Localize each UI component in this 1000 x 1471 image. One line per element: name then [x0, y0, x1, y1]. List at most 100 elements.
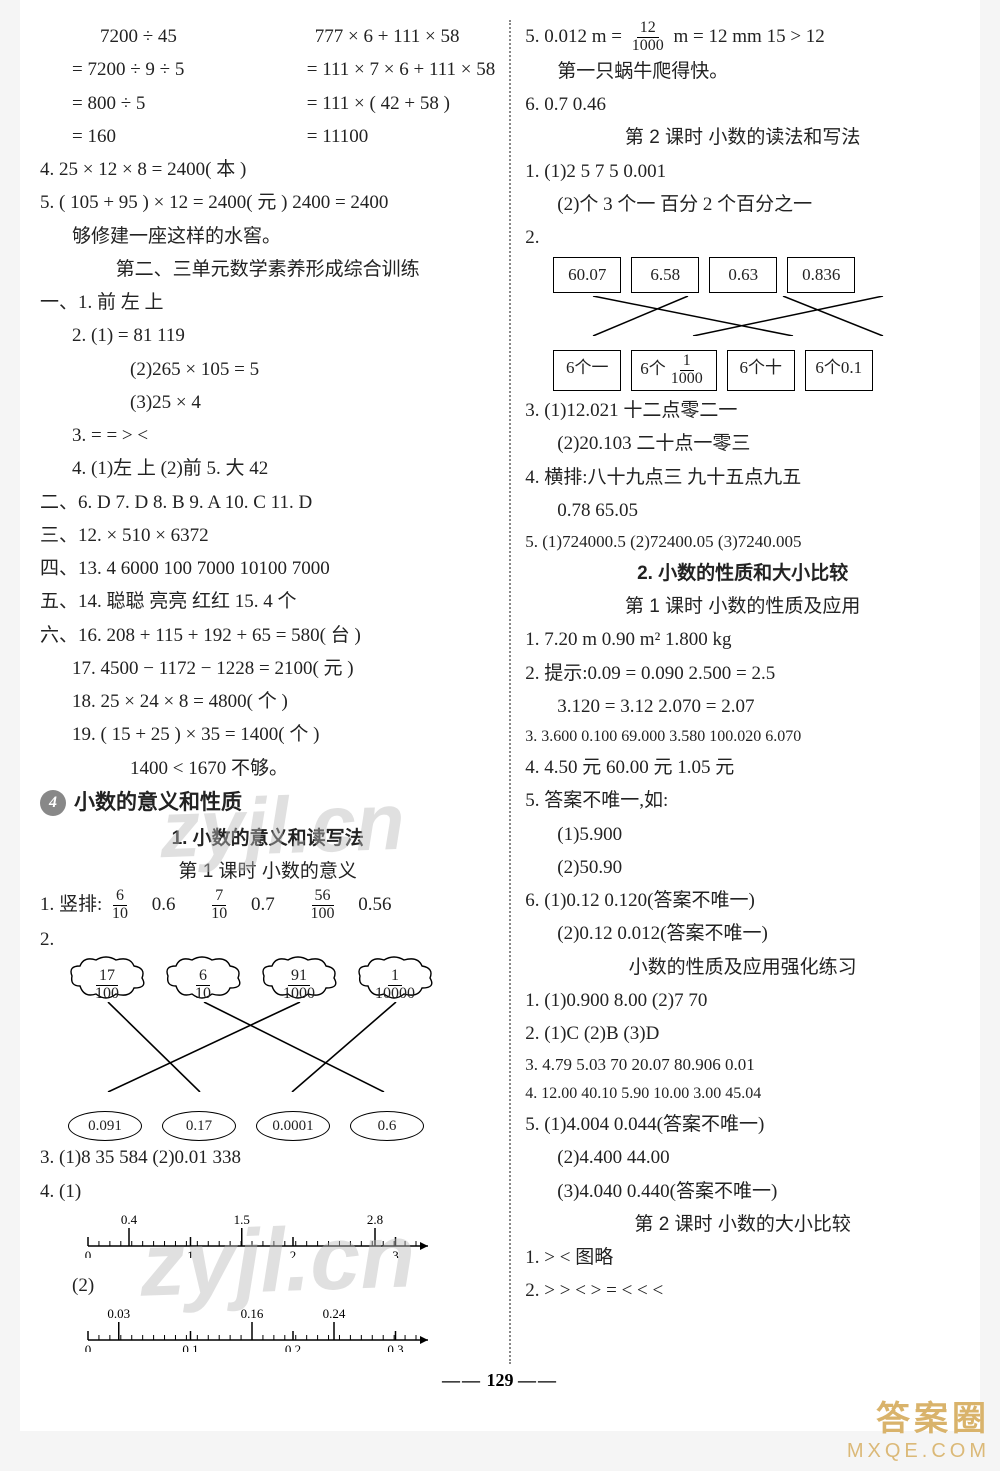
page-number-value: 129 [487, 1370, 514, 1390]
answer-line: (3)4.040 0.440(答案不唯一) [525, 1175, 960, 1208]
box: 6.58 [631, 257, 699, 293]
calc-cell: = 111 × ( 42 + 58 ) [307, 93, 450, 114]
svg-text:3: 3 [392, 1248, 399, 1258]
box: 6个一 [553, 350, 621, 391]
answer-line: 3. 4.79 5.03 70 20.07 80.906 0.01 [525, 1050, 960, 1080]
svg-text:0.1: 0.1 [182, 1342, 198, 1352]
answer-line: 4. 12.00 40.10 5.90 10.00 3.00 45.04 [525, 1080, 960, 1108]
answer-line: 5. ( 105 + 95 ) × 12 = 2400( 元 ) 2400 = … [40, 186, 495, 219]
answer-line: 3.120 = 3.12 2.070 = 2.07 [525, 690, 960, 723]
subsection-title: 2. 小数的性质和大小比较 [525, 557, 960, 590]
answer-line: (2)个 3 个一 百分 2 个百分之一 [525, 188, 960, 221]
answer-line: 1400 < 1670 不够。 [40, 752, 495, 785]
calc-table: 7200 ÷ 45 777 × 6 + 111 × 58 = 7200 ÷ 9 … [40, 20, 495, 153]
svg-text:0: 0 [85, 1342, 92, 1352]
answer-line: 五、14. 聪聪 亮亮 红红 15. 4 个 [40, 585, 495, 618]
lesson-title: 第 2 课时 小数的大小比较 [525, 1208, 960, 1241]
cloud-shape: 911000 [260, 956, 338, 1000]
box-row-top: 60.07 6.58 0.63 0.836 [553, 257, 960, 293]
answer-line: 3. 3.600 0.100 69.000 3.580 100.020 6.07… [525, 723, 960, 751]
calc-cell: = 11100 [307, 126, 369, 147]
oval: 0.6 [350, 1111, 424, 1141]
answer-line: 1. 竖排: 610 0.6 710 0.7 56100 0.56 [40, 888, 495, 923]
box: 6个0.1 [805, 350, 873, 391]
answer-line: 6. (1)0.12 0.120(答案不唯一) [525, 884, 960, 917]
answer-line: 4. 25 × 12 × 8 = 2400( 本 ) [40, 153, 495, 186]
svg-text:0.4: 0.4 [121, 1212, 138, 1227]
answer-line: 3. (1)8 35 584 (2)0.01 338 [40, 1141, 495, 1174]
dash-icon: —— [442, 1370, 482, 1390]
answer-line: 1. > < 图略 [525, 1241, 960, 1274]
box-row-bottom: 6个一 6个11000 6个十 6个0.1 [553, 350, 960, 391]
calc-cell: = 160 [72, 120, 302, 153]
answer-line: 5. (1)4.004 0.044(答案不唯一) [525, 1108, 960, 1141]
cloud-shape: 610 [164, 956, 242, 1000]
answer-line: 4. 4.50 元 60.00 元 1.05 元 [525, 751, 960, 784]
matching-lines [553, 296, 953, 336]
svg-text:1: 1 [187, 1248, 194, 1258]
calc-cell: = 800 ÷ 5 [72, 87, 302, 120]
calc-cell: 7200 ÷ 45 [100, 20, 310, 53]
box: 0.836 [787, 257, 855, 293]
calc-cell: = 7200 ÷ 9 ÷ 5 [72, 53, 302, 86]
svg-text:0: 0 [85, 1248, 92, 1258]
answer-line: 18. 25 × 24 × 8 = 4800( 个 ) [40, 685, 495, 718]
answer-line: 够修建一座这样的水窖。 [40, 220, 495, 253]
svg-text:0.16: 0.16 [241, 1306, 264, 1321]
cloud-shape: 17100 [68, 956, 146, 1000]
svg-text:0.2: 0.2 [285, 1342, 301, 1352]
answer-line: (2)4.400 44.00 [525, 1141, 960, 1174]
page: 7200 ÷ 45 777 × 6 + 111 × 58 = 7200 ÷ 9 … [20, 0, 980, 1431]
answer-line: 4. (1)左 上 (2)前 5. 大 42 [40, 452, 495, 485]
calc-row: = 7200 ÷ 9 ÷ 5 = 111 × 7 × 6 + 111 × 58 [40, 53, 495, 86]
subsection-title: 1. 小数的意义和读写法 [40, 822, 495, 855]
fraction: 610 [109, 888, 131, 923]
answer-line: 3. (1)12.021 十二点零二一 [525, 394, 960, 427]
fraction: 56100 [308, 888, 338, 923]
cloud-shape: 110000 [356, 956, 434, 1000]
unit-heading: 4 小数的意义和性质 [40, 785, 495, 822]
svg-text:1.5: 1.5 [234, 1212, 250, 1227]
answer-line: 5. 答案不唯一,如: [525, 784, 960, 817]
calc-row: = 160 = 11100 [40, 120, 495, 153]
answer-line: (2)265 × 105 = 5 [40, 353, 495, 386]
value: 0.6 [152, 894, 176, 915]
left-column: 7200 ÷ 45 777 × 6 + 111 × 58 = 7200 ÷ 9 … [40, 20, 495, 1364]
answer-line: 0.78 65.05 [525, 494, 960, 527]
oval: 0.17 [162, 1111, 236, 1141]
box: 6个十 [727, 350, 795, 391]
answer-line: 一、1. 前 左 上 [40, 286, 495, 319]
column-divider [509, 20, 511, 1364]
answer-line: 1. (1)0.900 8.00 (2)7 70 [525, 984, 960, 1017]
box: 0.63 [709, 257, 777, 293]
fraction: 11000 [668, 353, 706, 388]
number-line-1: 01230.41.52.8 [68, 1210, 448, 1258]
answer-line: 1. (1)2 5 7 5 0.001 [525, 155, 960, 188]
answer-line: 四、13. 4 6000 100 7000 10100 7000 [40, 552, 495, 585]
answer-line: (2)20.103 二十点一零三 [525, 427, 960, 460]
label: 1. 竖排: [40, 894, 102, 915]
calc-row: 7200 ÷ 45 777 × 6 + 111 × 58 [40, 20, 495, 53]
answer-line: 第一只蜗牛爬得快。 [525, 55, 960, 88]
lesson-title: 第 1 课时 小数的性质及应用 [525, 590, 960, 623]
brand-url: MXQE.COM [847, 1440, 990, 1463]
answer-line: 六、16. 208 + 115 + 192 + 65 = 580( 台 ) [40, 619, 495, 652]
brand-stamp: 答案圈 MXQE.COM [847, 1391, 990, 1463]
value: 0.56 [358, 894, 391, 915]
answer-line: 6. 0.7 0.46 [525, 88, 960, 121]
oval: 0.091 [68, 1111, 142, 1141]
calc-cell: = 111 × 7 × 6 + 111 × 58 [307, 59, 496, 80]
answer-line: 2. 提示:0.09 = 0.090 2.500 = 2.5 [525, 657, 960, 690]
matching-lines [68, 1002, 468, 1092]
q2-label: 2. [525, 221, 960, 254]
lesson-title: 小数的性质及应用强化练习 [525, 951, 960, 984]
answer-line: 19. ( 15 + 25 ) × 35 = 1400( 个 ) [40, 718, 495, 751]
oval-row: 0.091 0.17 0.0001 0.6 [68, 1111, 495, 1141]
number-line-2: 00.10.20.30.030.160.24 [68, 1304, 448, 1352]
cloud-row: 17100 610 911000 110000 [68, 956, 495, 1000]
answer-line: 二、6. D 7. D 8. B 9. A 10. C 11. D [40, 486, 495, 519]
oval: 0.0001 [256, 1111, 330, 1141]
text: 5. 0.012 m = [525, 26, 627, 47]
answer-line: (2)0.12 0.012(答案不唯一) [525, 917, 960, 950]
answer-line: 2. (1)C (2)B (3)D [525, 1017, 960, 1050]
